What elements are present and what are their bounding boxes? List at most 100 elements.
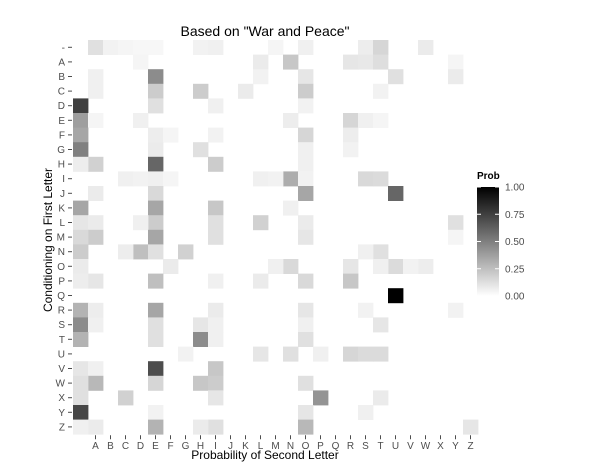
- heatmap-cell-G--: [73, 142, 89, 158]
- heatmap-cell-J-A: [88, 186, 104, 201]
- chart-title: Based on "War and Peace": [181, 23, 350, 39]
- heatmap-cell-N-C: [118, 244, 134, 260]
- heatmap-cell-A-T: [373, 54, 389, 70]
- heatmap-cell-K-E: [148, 200, 164, 216]
- heatmap-cell-D-O: [298, 98, 314, 114]
- heatmap-cell---B: [103, 40, 119, 55]
- heatmap-cell-R-I: [208, 302, 224, 318]
- heatmap-cell-T-O: [298, 332, 314, 347]
- heatmap-cell-A-N: [283, 54, 299, 70]
- heatmap-cell-P-O: [298, 273, 314, 289]
- heatmap-cell-S-O: [298, 317, 314, 333]
- x-tick-label: W: [421, 441, 431, 452]
- y-tick-label: B: [58, 72, 65, 83]
- heatmap-cell-Z--: [73, 419, 89, 435]
- y-tick-label: G: [57, 145, 65, 156]
- heatmap-cell-D-E: [148, 98, 164, 114]
- heatmap-cell-O-T: [373, 259, 389, 274]
- heatmap-cell-Z-A: [88, 419, 104, 435]
- heatmap-cell-I-M: [268, 171, 284, 187]
- x-tick-label: D: [137, 441, 144, 452]
- heatmap-cell-I-C: [118, 171, 134, 187]
- heatmap-cell-O-V: [403, 259, 419, 274]
- heatmap-cell-M--: [73, 229, 89, 245]
- heatmap-cell-R-O: [298, 302, 314, 318]
- heatmap-cell-C-K: [238, 83, 254, 99]
- heatmap-cell-E-S: [358, 113, 374, 128]
- x-tick-label: R: [347, 441, 354, 452]
- heatmap-cell-X-T: [373, 390, 389, 406]
- heatmap-cell---A: [88, 40, 104, 55]
- x-tick-label: F: [167, 441, 173, 452]
- heatmap-cell-F-E: [148, 127, 164, 143]
- heatmap-cell-U-L: [253, 346, 269, 362]
- heatmap-cell-R-Y: [448, 302, 464, 318]
- y-tick-label: H: [58, 160, 65, 171]
- heatmap-cell-E--: [73, 113, 89, 128]
- heatmap-cell-U-P: [313, 346, 329, 362]
- x-tick-label: L: [258, 441, 264, 452]
- heatmap-cell-G-H: [193, 142, 209, 158]
- heatmap-cell-I-O: [298, 171, 314, 187]
- heatmap-cell-O-N: [283, 259, 299, 274]
- heatmap-cell-Z-H: [193, 419, 209, 435]
- heatmap-cell---M: [268, 40, 284, 55]
- heatmap-cell---I: [208, 40, 224, 55]
- heatmap-cell-M-O: [298, 229, 314, 245]
- heatmap-cell-N-T: [373, 244, 389, 260]
- x-tick-label: E: [152, 441, 159, 452]
- heatmap-cell-G-E: [148, 142, 164, 158]
- heatmap-cell-Z-O: [298, 419, 314, 435]
- heatmap-cell-K--: [73, 200, 89, 216]
- heatmap-cell-U-G: [178, 346, 194, 362]
- heatmap-cell-I-F: [163, 171, 179, 187]
- y-tick-label: X: [58, 393, 65, 404]
- heatmap-cell-G-O: [298, 142, 314, 158]
- heatmap-cell---O: [298, 40, 314, 55]
- heatmap-cell-W-O: [298, 375, 314, 391]
- heatmap-cell-N-E: [148, 244, 164, 260]
- heatmap-cell-O--: [73, 259, 89, 274]
- heatmap-cell-E-R: [343, 113, 359, 128]
- heatmap-cell-P--: [73, 273, 89, 289]
- y-tick-label: L: [59, 218, 65, 229]
- heatmap-cell-J-E: [148, 186, 164, 201]
- heatmap-cell---S: [358, 40, 374, 55]
- heatmap-cell-S-A: [88, 317, 104, 333]
- x-tick-label: X: [437, 441, 444, 452]
- y-tick-label: R: [58, 306, 65, 317]
- heatmap-cell-C-A: [88, 83, 104, 99]
- x-tick-label: O: [302, 441, 310, 452]
- heatmap-cell-Y--: [73, 405, 89, 420]
- heatmap-cell-X-C: [118, 390, 134, 406]
- heatmap-cell-Z-I: [208, 419, 224, 435]
- heatmap-cell-X-P: [313, 390, 329, 406]
- heatmap-cell-P-E: [148, 273, 164, 289]
- heatmap-cell-P-L: [253, 273, 269, 289]
- heatmap-cell-S--: [73, 317, 89, 333]
- heatmap-cell-W-E: [148, 375, 164, 391]
- legend-tick-label: 1.00: [505, 183, 525, 194]
- legend-tick-label: 0.75: [505, 210, 525, 221]
- heatmap-cell-O-F: [163, 259, 179, 274]
- heatmap-cell-T-E: [148, 332, 164, 347]
- heatmap-cell---H: [193, 40, 209, 55]
- heatmap-cell-N-D: [133, 244, 149, 260]
- heatmap-cell-V--: [73, 361, 89, 377]
- heatmap-cell-Y-E: [148, 405, 164, 420]
- x-tick-label: N: [287, 441, 294, 452]
- x-axis-title: Probability of Second Letter: [191, 448, 338, 462]
- heatmap-cell-B-E: [148, 69, 164, 85]
- heatmap-cell-G-R: [343, 142, 359, 158]
- x-tick-label: T: [377, 441, 383, 452]
- heatmap-cell---W: [418, 40, 434, 55]
- x-tick-label: P: [317, 441, 324, 452]
- heatmap-cell-R-E: [148, 302, 164, 318]
- x-tick-label: S: [362, 441, 369, 452]
- heatmap-cell-B-U: [388, 69, 404, 85]
- heatmap-cell---T: [373, 40, 389, 55]
- heatmap-cell-S-I: [208, 317, 224, 333]
- x-tick-label: G: [182, 441, 190, 452]
